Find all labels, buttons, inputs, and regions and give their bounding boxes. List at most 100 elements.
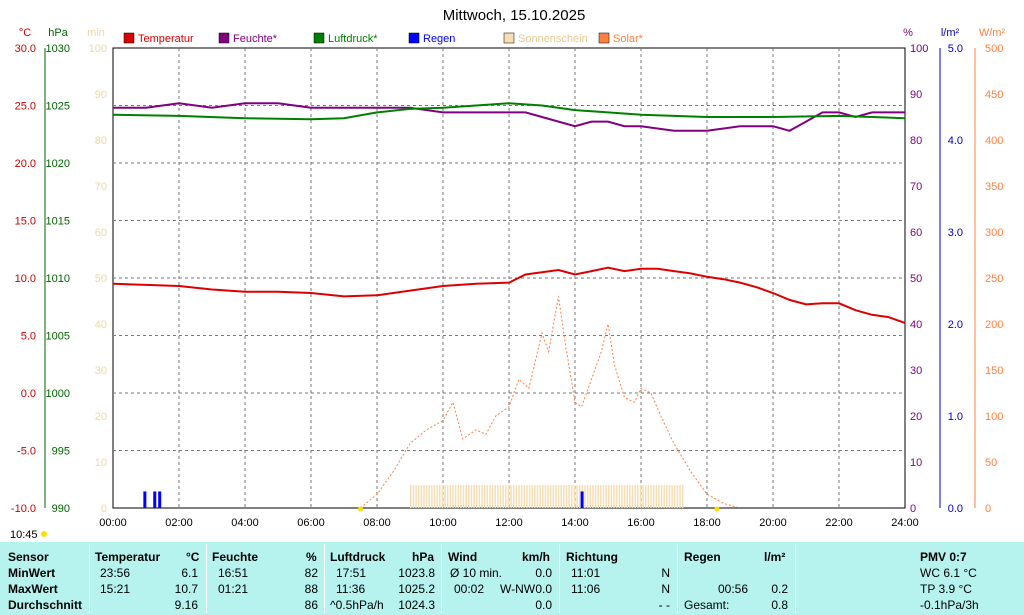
sunshine-bar (552, 485, 555, 508)
sunshine-bar (576, 485, 578, 508)
sunshine-bar (515, 485, 518, 508)
sunshine-bar (644, 485, 647, 508)
sunshine-tick-label: 100 (89, 43, 107, 55)
rain-total-label: Gesamt: (684, 598, 730, 612)
axis-unit-temp: °C (19, 27, 31, 39)
humidity-min-time: 16:51 (218, 566, 249, 580)
rain-total: 0.8 (771, 598, 788, 612)
rain-tick-label: 4.0 (948, 135, 963, 147)
sunshine-bar (549, 485, 552, 508)
sunshine-bar (668, 485, 671, 508)
sunshine-bar (578, 485, 581, 508)
pressure-trend-label: ^0.5hPa/h (330, 598, 384, 612)
axis-unit-hum: % (903, 27, 913, 39)
pressure-avg: 1024.3 (398, 598, 435, 612)
solar-tick-label: 0 (985, 503, 991, 515)
legend-swatch (503, 32, 515, 44)
sunshine-bar (510, 485, 512, 508)
humidity-tick-label: 40 (910, 319, 922, 331)
temp-tick-label: 0.0 (21, 388, 36, 400)
sunshine-tick-label: 60 (95, 227, 107, 239)
humidity-tick-label: 70 (910, 181, 922, 193)
solar-tick-label: 450 (985, 89, 1003, 101)
direction-header: Richtung (566, 550, 618, 564)
wind-header: Wind (448, 550, 478, 564)
x-tick-label: 18:00 (693, 517, 721, 529)
direction-avg: - - (658, 598, 670, 612)
weather-chart: Mittwoch, 15.10.2025 00:00 02:00 04:00 06:00… (10, 7, 1006, 541)
humidity-unit: % (306, 550, 317, 564)
wind-min: 0.0 (535, 566, 552, 580)
sunshine-bar (658, 485, 660, 508)
sunshine-bar (505, 485, 507, 508)
sunshine-bar (605, 485, 607, 508)
series-line-temp (112, 266, 906, 324)
x-tick-label: 06:00 (297, 517, 325, 529)
pressure-tick-label: 1020 (46, 158, 70, 170)
sunshine-bar (629, 485, 631, 508)
solar-tick-label: 150 (985, 365, 1003, 377)
chart-svg: Mittwoch, 15.10.2025 00:00 02:00 04:00 06:00… (10, 7, 1006, 541)
humidity-max: 88 (304, 582, 318, 596)
sunshine-bar (660, 485, 663, 508)
sunshine-bar (557, 485, 560, 508)
sunshine-bar (618, 485, 621, 508)
pmv-header: PMV 0:7 (920, 550, 967, 564)
sunshine-bar (489, 485, 491, 508)
sunshine-bar (674, 485, 676, 508)
sunshine-bar (512, 485, 515, 508)
sunshine-bar (497, 485, 499, 508)
series-line-hum (113, 102, 905, 132)
chart-title: Mittwoch, 15.10.2025 (443, 7, 586, 24)
axis-unit-solar: W/m² (979, 27, 1006, 39)
stats-table: Sensor MinWert MaxWert Durchschnitt Temp… (0, 542, 1024, 615)
sunshine-bar (681, 485, 684, 508)
humidity-tick-label: 0 (910, 503, 916, 515)
sunshine-bar (491, 485, 494, 508)
sunshine-bar (542, 485, 544, 508)
sunshine-bar (642, 485, 644, 508)
legend-label: Solar* (613, 33, 644, 45)
sunshine-bar (565, 485, 568, 508)
temp-tick-label: -10.0 (11, 503, 36, 515)
sunshine-bar (531, 485, 533, 508)
wind-max-time: 00:02 (454, 582, 485, 596)
rain-tick-label: 2.0 (948, 319, 963, 331)
legend-label: Feuchte* (233, 33, 278, 45)
legend-swatch (218, 32, 230, 44)
sunshine-bar (494, 485, 496, 508)
legend-label: Luftdruck* (328, 33, 378, 45)
sunshine-bar (425, 485, 428, 508)
humidity-tick-label: 90 (910, 89, 922, 101)
pmv-wc: WC 6.1 °C (920, 566, 977, 580)
sunshine-bar (666, 485, 668, 508)
temp-tick-label: 10.0 (15, 273, 36, 285)
wind-avg: 0.0 (535, 598, 552, 612)
sunshine-bar (563, 485, 565, 508)
sunshine-bar (473, 485, 475, 508)
sunshine-bar (436, 485, 438, 508)
sunshine-bar (520, 485, 523, 508)
temp-tick-label: 15.0 (15, 216, 36, 228)
pressure-tick-label: 1010 (46, 273, 70, 285)
axis-unit-sun: min (87, 27, 105, 39)
sunshine-tick-label: 70 (95, 181, 107, 193)
sunshine-bar (637, 485, 639, 508)
pressure-tick-label: 990 (52, 503, 70, 515)
sunshine-bar (460, 485, 462, 508)
pressure-max: 1025.2 (398, 582, 435, 596)
sunshine-bar (468, 485, 470, 508)
sunshine-bar (613, 485, 615, 508)
sunshine-bar (486, 485, 489, 508)
row-label-max: MaxWert (8, 582, 58, 596)
humidity-avg: 86 (304, 598, 318, 612)
sunshine-bar (423, 485, 425, 508)
humidity-tick-label: 50 (910, 273, 922, 285)
sunshine-tick-label: 0 (101, 503, 107, 515)
series-line-solar (360, 296, 741, 509)
sunshine-bar (663, 485, 665, 508)
wind-avg-label: Ø 10 min. (450, 566, 503, 580)
pmv-trend: -0.1hPa/3h (920, 598, 979, 612)
sunshine-bar (560, 485, 562, 508)
direction-min-time: 11:01 (571, 566, 601, 580)
